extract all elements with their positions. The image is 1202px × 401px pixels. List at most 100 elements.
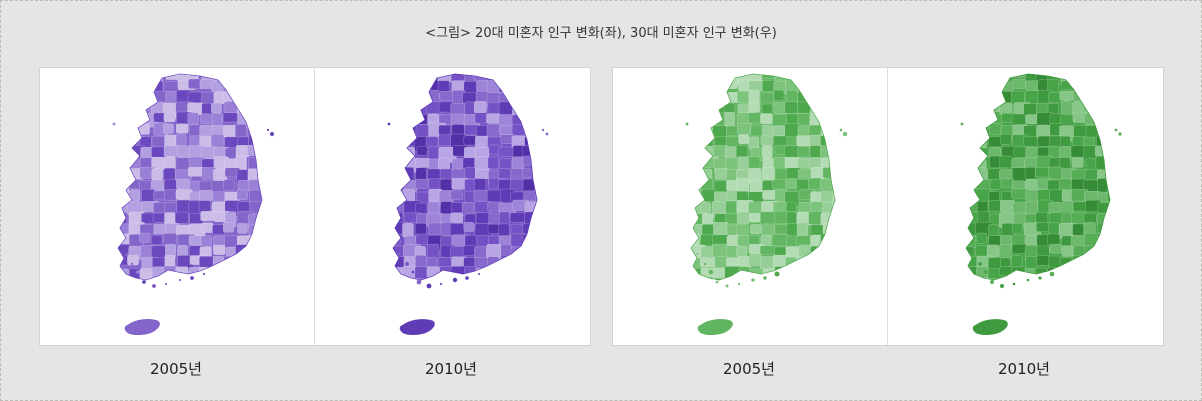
region-cell bbox=[808, 74, 827, 81]
region-cell bbox=[966, 188, 975, 205]
island bbox=[545, 132, 549, 136]
region-cell bbox=[247, 267, 262, 280]
region-cell bbox=[512, 101, 524, 117]
region-cell bbox=[403, 112, 417, 125]
region-cell bbox=[966, 145, 975, 161]
region-cell bbox=[819, 178, 832, 191]
region-cell bbox=[738, 134, 750, 145]
region-cell bbox=[259, 92, 262, 106]
region-cell bbox=[1084, 245, 1096, 261]
region-cell bbox=[129, 79, 144, 90]
region-cell bbox=[975, 92, 990, 108]
region-cell bbox=[260, 136, 262, 147]
region-cell bbox=[784, 123, 800, 139]
region-cell bbox=[1109, 90, 1110, 106]
region-cell bbox=[834, 234, 835, 250]
panel-group-20s bbox=[39, 67, 591, 346]
region-cell bbox=[416, 145, 428, 156]
region-cell bbox=[711, 74, 730, 87]
region-cell bbox=[966, 124, 979, 135]
region-cell bbox=[237, 277, 253, 280]
region-cell bbox=[1109, 254, 1110, 267]
region-cell bbox=[988, 91, 1000, 105]
region-cell bbox=[834, 255, 835, 272]
region-cell bbox=[796, 135, 811, 147]
region-cell bbox=[533, 146, 537, 158]
region-cell bbox=[118, 243, 131, 254]
region-cell bbox=[249, 113, 262, 130]
map-30s-2005 bbox=[613, 68, 887, 345]
region-cell bbox=[691, 124, 707, 138]
island bbox=[165, 283, 167, 285]
island bbox=[452, 277, 458, 283]
region-cell bbox=[1071, 265, 1087, 280]
region-cell bbox=[966, 136, 980, 148]
region-cell bbox=[260, 102, 262, 114]
island bbox=[178, 278, 182, 282]
region-cell bbox=[966, 234, 976, 249]
region-cell bbox=[464, 101, 476, 115]
region-cell bbox=[118, 268, 129, 279]
region-cell bbox=[822, 256, 835, 271]
region-cell bbox=[700, 257, 716, 268]
island bbox=[426, 283, 432, 289]
region-cell bbox=[393, 158, 402, 175]
island bbox=[708, 269, 714, 275]
region-cell bbox=[713, 191, 729, 203]
region-cell bbox=[1097, 123, 1110, 138]
region-cell bbox=[822, 201, 835, 214]
region-cell bbox=[393, 279, 410, 280]
region-cell bbox=[415, 254, 427, 268]
region-cell bbox=[1107, 81, 1110, 97]
region-cell bbox=[810, 79, 824, 93]
region-cell bbox=[187, 112, 199, 125]
region-cell bbox=[1097, 254, 1110, 268]
region-cell bbox=[1048, 222, 1060, 236]
region-cell bbox=[222, 112, 238, 123]
korea-map-20s-2010-regions bbox=[393, 74, 537, 280]
region-cell bbox=[975, 188, 991, 202]
region-cell bbox=[798, 244, 811, 257]
region-cell bbox=[760, 135, 773, 146]
region-cell bbox=[1047, 233, 1060, 246]
region-cell bbox=[439, 91, 455, 101]
region-cell bbox=[118, 145, 134, 160]
region-cell bbox=[701, 74, 713, 85]
region-cell bbox=[523, 74, 537, 81]
region-cell bbox=[796, 101, 812, 114]
region-cell bbox=[174, 211, 189, 224]
region-cell bbox=[700, 113, 712, 127]
region-cell bbox=[248, 234, 262, 247]
island bbox=[842, 131, 848, 137]
region-cell bbox=[234, 123, 247, 139]
region-cell bbox=[1096, 222, 1110, 233]
region-cell bbox=[966, 113, 978, 127]
region-cell bbox=[833, 102, 835, 115]
region-cell bbox=[1106, 111, 1110, 123]
region-cell bbox=[700, 202, 711, 214]
region-cell bbox=[702, 213, 714, 226]
region-cell bbox=[724, 111, 736, 127]
korea-map-20s-2010 bbox=[387, 73, 549, 335]
island bbox=[405, 262, 409, 266]
region-cell bbox=[118, 113, 131, 129]
region-cell bbox=[1071, 157, 1084, 168]
region-cell bbox=[403, 103, 420, 114]
island bbox=[715, 280, 719, 284]
region-cell bbox=[139, 74, 158, 82]
region-cell bbox=[413, 277, 426, 280]
region-cell bbox=[785, 256, 797, 268]
region-cell bbox=[1085, 254, 1100, 267]
region-cell bbox=[1083, 212, 1097, 224]
region-cell bbox=[138, 80, 154, 94]
region-cell bbox=[511, 124, 526, 136]
panel-group-30s bbox=[612, 67, 1164, 346]
region-cell bbox=[1107, 135, 1110, 151]
region-cell bbox=[820, 233, 835, 248]
region-cell bbox=[499, 158, 512, 169]
region-cell bbox=[1108, 74, 1110, 81]
region-cell bbox=[966, 74, 980, 81]
region-cell bbox=[248, 103, 262, 114]
region-cell bbox=[500, 277, 518, 280]
region-cell bbox=[403, 74, 421, 81]
